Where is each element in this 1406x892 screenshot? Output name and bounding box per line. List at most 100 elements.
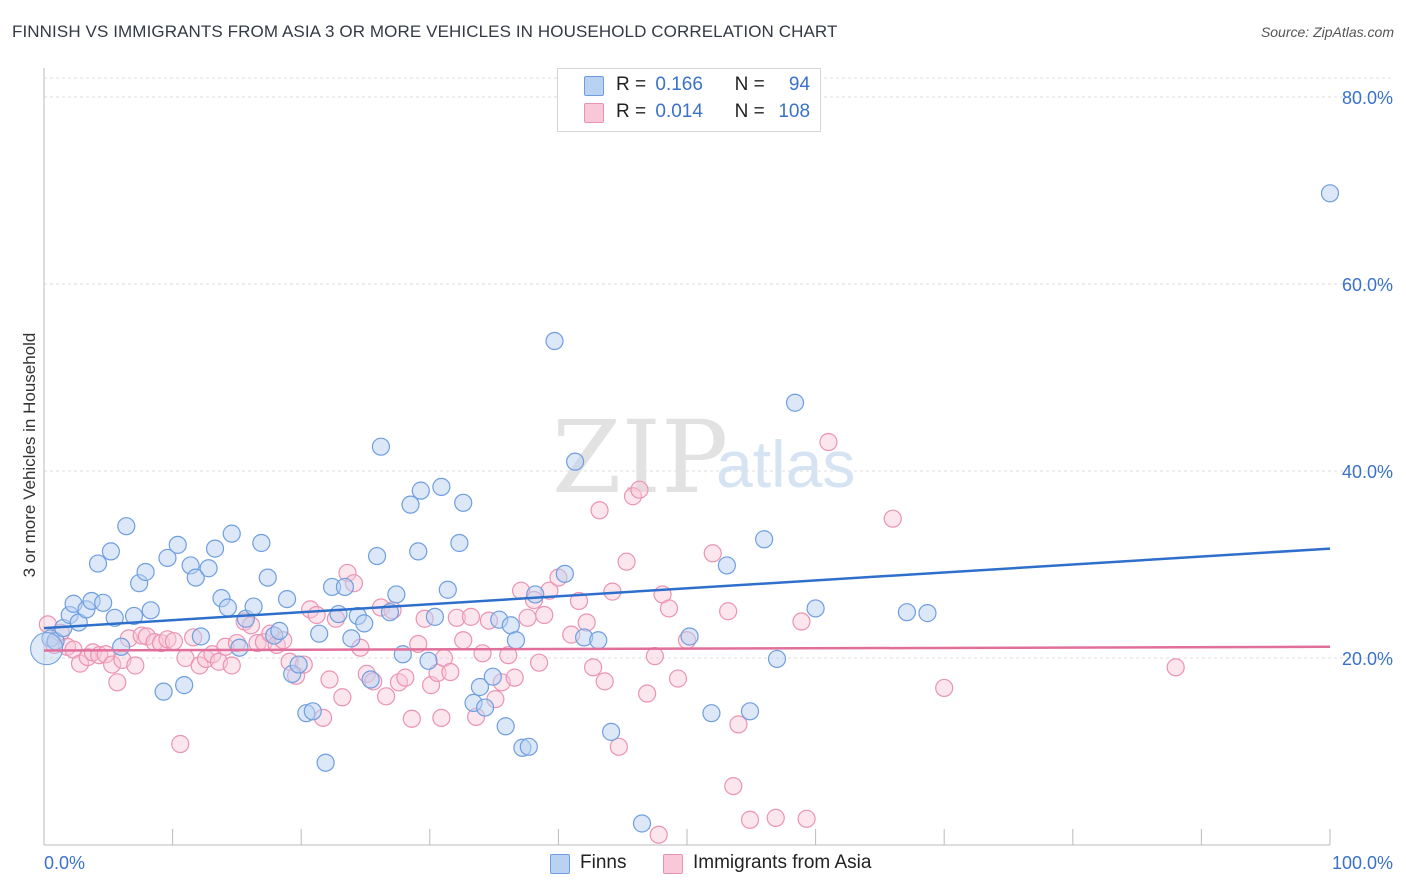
finns-point-large (30, 632, 64, 666)
x-tick-labels: 0.0% 100.0% (44, 853, 1393, 873)
finns-point (767, 649, 787, 669)
asia-point (797, 809, 816, 828)
finns-point (717, 556, 736, 575)
finns-point (175, 676, 194, 695)
asia-point (126, 656, 145, 675)
finns-point (342, 629, 361, 648)
asia-point (164, 632, 183, 651)
finns-point (355, 614, 374, 633)
asia-point (535, 605, 554, 625)
grid-lines (44, 77, 1392, 659)
asia-point (376, 687, 396, 706)
x-tick-label-max: 100.0% (1332, 853, 1393, 873)
asia-trend-line (43, 645, 1331, 652)
finns-point (310, 624, 329, 643)
finns-point (329, 604, 348, 624)
finns-point (483, 667, 502, 686)
finns-point (124, 606, 144, 626)
legend-n-label-asia: N = (734, 101, 765, 122)
asia-point (473, 644, 492, 663)
finns-point (277, 589, 297, 609)
asia-point (638, 684, 657, 703)
asia-point (428, 663, 447, 683)
finns-point (454, 493, 473, 512)
asia-point (530, 653, 549, 672)
asia-point (396, 668, 415, 687)
finns-legend-label: Finns (580, 852, 627, 873)
series-finns-points (30, 184, 1340, 833)
finns-point (387, 585, 406, 604)
y-tick-label: 60.0% (1342, 275, 1393, 295)
finns-point (432, 477, 451, 496)
legend-n-finns: 94 (788, 74, 811, 95)
asia-point (333, 688, 352, 707)
asia-point (623, 487, 643, 506)
y-tick-labels: 20.0% 40.0% 60.0% 80.0% (1342, 88, 1393, 669)
finns-point (438, 580, 457, 599)
finns-point (526, 585, 545, 604)
asia-point (630, 480, 649, 499)
asia-point (432, 708, 451, 727)
asia-point (729, 715, 748, 734)
legend-r-label-asia: R = (616, 101, 647, 122)
asia-legend-label: Immigrants from Asia (693, 852, 872, 873)
finns-trend-line (43, 547, 1331, 630)
finns-point (136, 562, 155, 582)
finns-point (519, 737, 538, 756)
asia-point (595, 672, 614, 691)
asia-point (883, 509, 902, 528)
finns-point (205, 539, 225, 558)
finns-point (897, 603, 917, 622)
finns-point (425, 607, 445, 626)
x-tick-label-min: 0.0% (44, 853, 85, 873)
asia-point (320, 670, 339, 689)
legend-r-asia: 0.014 (655, 101, 703, 122)
asia-point (454, 631, 473, 650)
legend-n-label-finns: N = (734, 74, 765, 95)
finns-point (918, 604, 937, 623)
finns-point (218, 598, 237, 617)
finns-point (632, 814, 652, 833)
finns-point (105, 608, 124, 627)
legend-n-asia: 108 (778, 101, 811, 122)
asia-point (441, 662, 460, 682)
asia-point (935, 678, 954, 698)
asia-point (577, 613, 596, 632)
asia-point (649, 825, 668, 844)
finns-point (555, 564, 574, 583)
finns-point (806, 599, 825, 618)
finns-point (401, 495, 420, 514)
finns-point (230, 638, 249, 657)
finns-point (270, 621, 289, 640)
finns-point (158, 548, 177, 568)
finns-point (335, 577, 355, 597)
legend-r-finns: 0.166 (655, 74, 703, 95)
finns-point (680, 627, 699, 646)
finns-point (112, 637, 131, 656)
source-label: Source: ZipAtlas.com (1260, 24, 1394, 40)
asia-point (108, 673, 127, 692)
finns-point (168, 535, 187, 554)
watermark-atlas-text: atlas (716, 427, 855, 501)
finns-point (702, 704, 721, 723)
finns-point (506, 631, 526, 650)
y-tick-label: 80.0% (1342, 88, 1393, 108)
asia-point (668, 669, 688, 688)
asia-point (724, 776, 743, 796)
finns-point (755, 530, 774, 549)
asia-point (461, 607, 481, 626)
finns-point (450, 533, 469, 553)
asia-point (307, 605, 326, 625)
asia-point (248, 633, 267, 653)
finns-point (94, 593, 113, 612)
asia-point (1166, 658, 1185, 677)
asia-point (819, 432, 838, 452)
asia-point (590, 501, 609, 520)
finns-point (602, 722, 621, 741)
finns-point (186, 568, 205, 587)
finns-point (475, 698, 495, 717)
finns-point (222, 524, 241, 543)
finns-point (411, 481, 430, 500)
chart-title: FINNISH VS IMMIGRANTS FROM ASIA 3 OR MOR… (12, 22, 838, 41)
trend-lines (43, 547, 1331, 652)
